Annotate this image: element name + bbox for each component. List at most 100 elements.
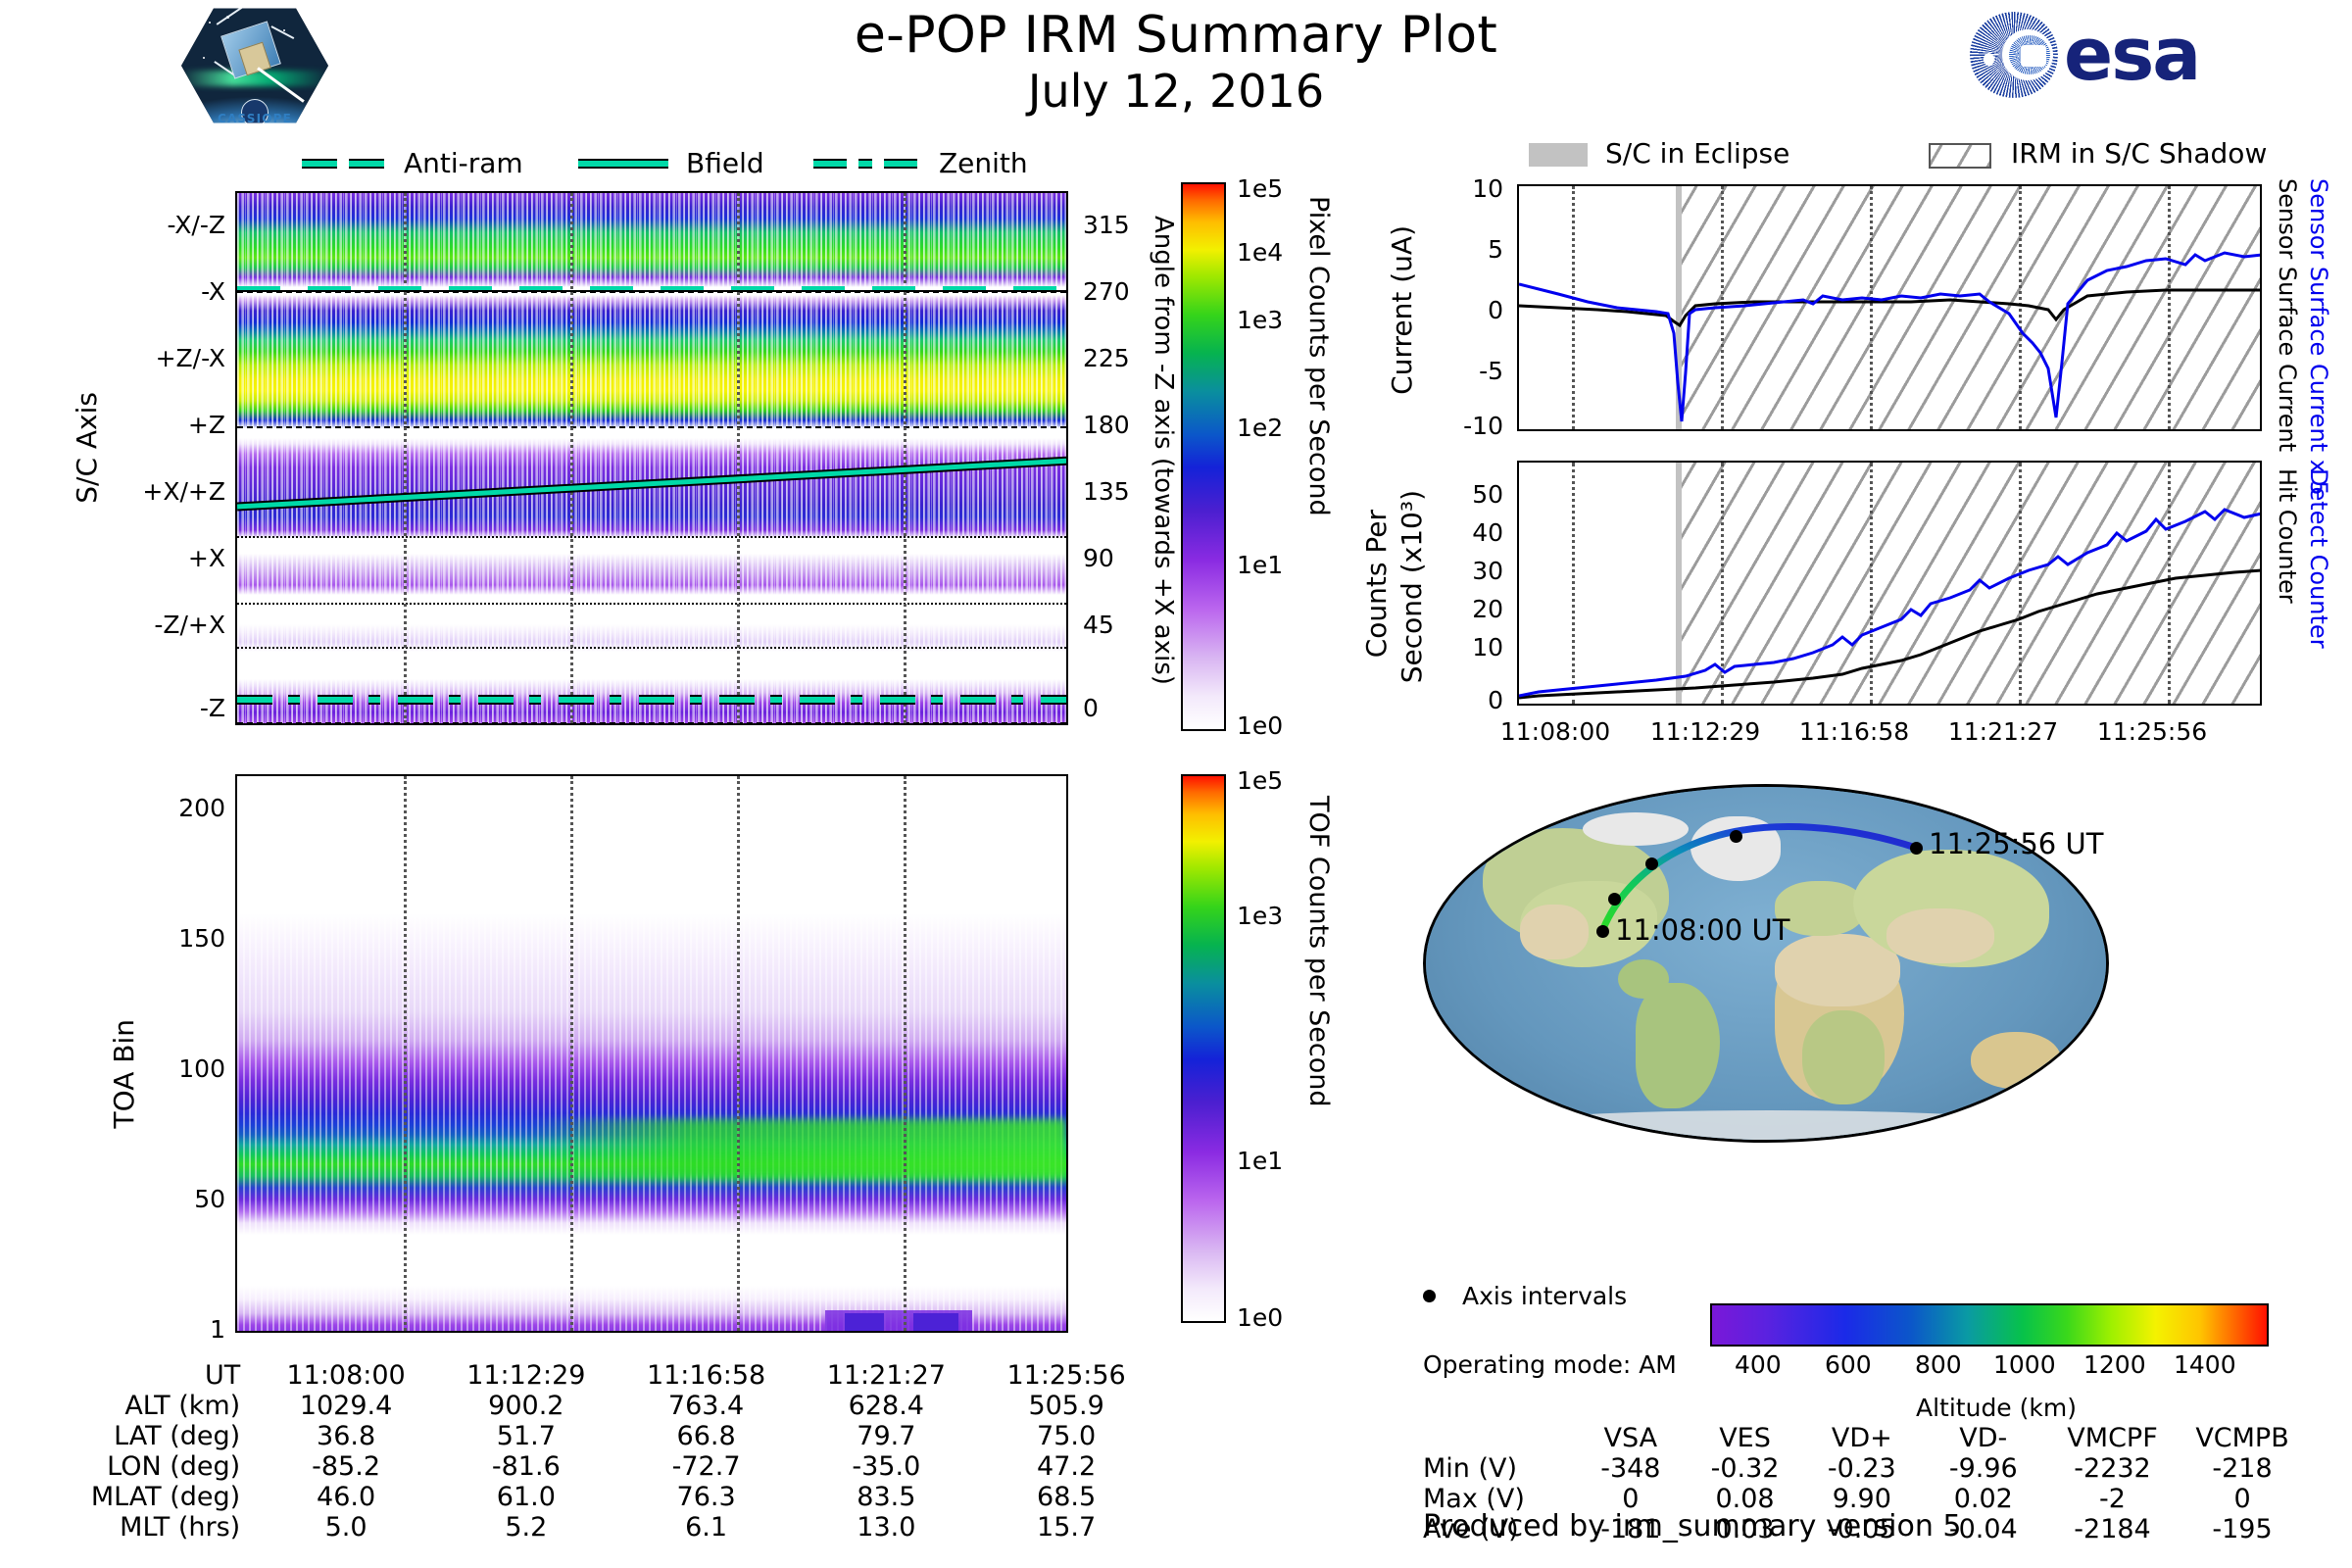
alt-tick-400: 400 [1735, 1350, 1782, 1379]
legend-label-shadow: IRM in S/C Shadow [2011, 137, 2268, 170]
voltage-min-vsa: -348 [1600, 1453, 1661, 1484]
counts-per-second-plot [1517, 461, 2262, 706]
cell-lat-0: 36.8 [317, 1421, 376, 1451]
current-ylabel: Current (uA) [1386, 225, 1418, 395]
cb1-tick-1e2: 1e2 [1237, 414, 1284, 442]
voltage-row-max: Max (V) 0 0.08 9.90 0.02 -2 0 [1423, 1484, 2305, 1514]
track-point-2 [1645, 858, 1658, 870]
sc-axis-ytick-1: -X [201, 277, 225, 306]
left-panel-legend: Anti-ram Bfield Zenith [294, 147, 1039, 182]
tof-counts-colorbar [1181, 774, 1226, 1323]
cb2-tick-1e5: 1e5 [1237, 766, 1284, 795]
voltage-ave-ves: 0.03 [1715, 1514, 1775, 1544]
cell-mlat-2: 76.3 [676, 1482, 736, 1512]
cur-ytick-10: 10 [1472, 174, 1503, 203]
cb1-tick-1e3: 1e3 [1237, 306, 1284, 334]
voltage-row-label-ave: Ave (V) [1423, 1514, 1519, 1544]
cell-alt-2: 763.4 [667, 1391, 745, 1421]
cnt-ytick-20: 20 [1472, 595, 1503, 623]
angle-ytick-7: 0 [1083, 694, 1099, 722]
cb2-tick-1e0: 1e0 [1237, 1303, 1284, 1332]
legend-line-zenith-dot [858, 159, 872, 169]
row-label-mlat: MLAT (deg) [90, 1482, 241, 1512]
cell-lat-4: 75.0 [1037, 1421, 1097, 1451]
overlay-bfield [237, 456, 1066, 512]
angle-ytick-4: 135 [1083, 477, 1130, 506]
cell-lat-3: 79.7 [857, 1421, 916, 1451]
esa-logo: esa [1970, 10, 2303, 100]
cell-alt-3: 628.4 [848, 1391, 924, 1421]
cell-lat-1: 51.7 [496, 1421, 556, 1451]
produced-by-footer: Produced by irm_summary version 5 [1423, 1509, 1962, 1544]
legend-label-zenith: Zenith [939, 147, 1028, 179]
overlay-anti-ram [237, 286, 1066, 292]
row-label-mlt: MLT (hrs) [120, 1512, 241, 1543]
sc-axis-ytick-4: +X/+Z [142, 477, 225, 506]
voltage-col-ves: VES [1719, 1423, 1771, 1453]
cell-lat-2: 66.8 [676, 1421, 736, 1451]
row-label-lon: LON (deg) [107, 1451, 241, 1482]
counts-ylabel-line1: Counts Per [1360, 510, 1393, 659]
cb1-tick-1e0: 1e0 [1237, 711, 1284, 740]
altitude-colorbar [1710, 1303, 2269, 1347]
alt-tick-1400: 1400 [2174, 1350, 2236, 1379]
cell-mlat-4: 68.5 [1037, 1482, 1097, 1512]
altitude-colorbar-label: Altitude (km) [1916, 1394, 2077, 1422]
ephemeris-table: UT 11:08:00 11:12:29 11:16:58 11:21:27 1… [39, 1360, 1156, 1543]
cell-ut-4: 11:25:56 [1006, 1360, 1126, 1391]
current-series-black [1519, 288, 2260, 328]
cnt-xtick-3: 11:21:27 [1947, 717, 2059, 746]
cell-lon-0: -85.2 [312, 1451, 381, 1482]
cur-ytick-m10: -10 [1463, 412, 1503, 440]
current-right-label-blue: Sensor Surface Current x 5 [2305, 178, 2332, 496]
cell-ut-2: 11:16:58 [646, 1360, 766, 1391]
cnt-xtick-0: 11:08:00 [1499, 717, 1611, 746]
cell-lon-2: -72.7 [671, 1451, 741, 1482]
cell-mlt-3: 13.0 [857, 1512, 916, 1543]
track-point-4 [1910, 842, 1923, 855]
cb1-tick-1e5: 1e5 [1237, 174, 1284, 203]
sc-axis-ytick-7: -Z [199, 694, 225, 722]
toa-ytick-200: 200 [178, 794, 225, 822]
eclipse-region-2 [1676, 463, 1682, 704]
voltage-ave-vdm: -0.04 [1948, 1514, 2018, 1544]
table-row-lon: LON (deg) -85.2 -81.6 -72.7 -35.0 47.2 [39, 1451, 1156, 1482]
alt-tick-800: 800 [1915, 1350, 1962, 1379]
angle-ytick-6: 45 [1083, 611, 1114, 639]
axis-intervals-label: Axis intervals [1462, 1282, 1628, 1310]
alt-tick-1200: 1200 [2083, 1350, 2146, 1379]
voltage-row-min: Min (V) -348 -0.32 -0.23 -9.96 -2232 -21… [1423, 1453, 2305, 1484]
voltage-max-vdm: 0.02 [1953, 1484, 2013, 1514]
angle-ytick-2: 225 [1083, 344, 1130, 372]
voltage-min-vdp: -0.23 [1827, 1453, 1896, 1484]
legend-swatch-shadow [1929, 143, 1991, 169]
counts-right-label-blue: Detect Counter [2305, 468, 2332, 649]
cell-mlat-0: 46.0 [317, 1482, 376, 1512]
cnt-xtick-2: 11:16:58 [1798, 717, 1910, 746]
legend-line-anti-ram [302, 159, 337, 169]
sc-axis-ytick-0: -X/-Z [167, 211, 225, 239]
eclipse-region [1676, 186, 1682, 429]
angle-ytick-5: 90 [1083, 544, 1114, 572]
orbit-track-path [1598, 823, 1918, 933]
voltage-min-vcmpb: -218 [2212, 1453, 2273, 1484]
right-panel-legend: S/C in Eclipse IRM in S/C Shadow [1529, 137, 2332, 172]
legend-label-anti-ram: Anti-ram [404, 147, 523, 179]
voltage-max-vmcpf: -2 [2099, 1484, 2126, 1514]
legend-line-zenith-2 [884, 159, 917, 169]
voltage-ave-vsa: -181 [1600, 1514, 1661, 1544]
shadow-region-2 [1682, 463, 2260, 704]
table-row-ut: UT 11:08:00 11:12:29 11:16:58 11:21:27 1… [39, 1360, 1156, 1391]
track-point-1 [1608, 893, 1621, 906]
voltage-row-ave: Ave (V) -181 0.03 -0.05 -0.04 -2184 -195 [1423, 1514, 2305, 1544]
cell-alt-4: 505.9 [1028, 1391, 1104, 1421]
legend-line-bfield [578, 159, 668, 169]
current-right-label-black: Sensor Surface Current [2274, 178, 2301, 453]
voltage-max-vdp: 9.90 [1832, 1484, 1891, 1514]
voltage-min-vdm: -9.96 [1948, 1453, 2018, 1484]
sc-axis-ytick-2: +Z/-X [155, 344, 225, 372]
counts-ylabel-line2: Second (x10³) [1396, 490, 1428, 684]
cnt-ytick-40: 40 [1472, 518, 1503, 547]
sc-axis-ytick-5: +X [187, 544, 225, 572]
voltage-col-vmcpf: VMCPF [2067, 1423, 2158, 1453]
